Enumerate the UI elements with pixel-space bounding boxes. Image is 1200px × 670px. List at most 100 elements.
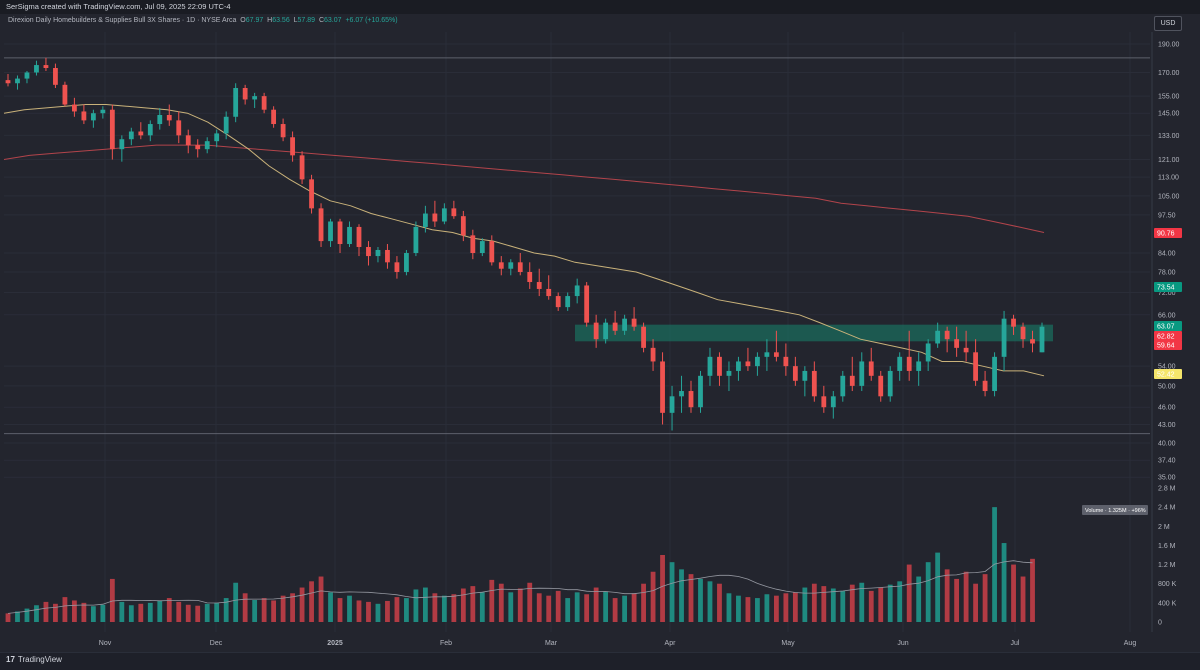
- volume-bar: [318, 576, 324, 622]
- tradingview-logo[interactable]: 17 TradingView: [6, 655, 62, 664]
- volume-bar: [717, 583, 722, 622]
- price-tag-box: [1154, 228, 1182, 238]
- volume-bar: [498, 583, 504, 622]
- volume-bar: [479, 592, 485, 622]
- volume-bar: [470, 586, 476, 622]
- candle-body: [1020, 326, 1026, 340]
- volume-bar: [1001, 543, 1007, 622]
- volume-bar: [299, 587, 305, 622]
- volume-bar: [157, 600, 163, 622]
- volume-bar: [736, 595, 741, 622]
- volume-bar: [688, 574, 694, 622]
- candle-body: [868, 361, 874, 376]
- volume-bar: [233, 582, 239, 622]
- volume-bar: [517, 588, 523, 622]
- candle-body: [792, 366, 798, 381]
- volume-bar: [603, 591, 609, 622]
- candle-body: [128, 131, 134, 140]
- symbol-legend: Direxion Daily Homebuilders & Supplies B…: [8, 17, 398, 24]
- volume-bar: [109, 578, 115, 622]
- price-tick-label: 43.00: [1158, 422, 1176, 429]
- volume-tick-label: 2.4 M: [1158, 505, 1176, 512]
- volume-axis: 2.8 M 2.4 M 2 M 1.6 M 1.2 M 800 K 400 K 0: [1158, 486, 1177, 627]
- candle-body: [223, 116, 229, 134]
- volume-bar: [830, 588, 836, 622]
- volume-bar: [242, 593, 248, 622]
- volume-bar: [669, 562, 675, 622]
- candle-body: [973, 352, 978, 381]
- price-tick-label: 72.00: [1158, 290, 1176, 297]
- candle-body: [280, 124, 286, 138]
- volume-bar: [24, 608, 30, 622]
- time-tick-label: Dec: [210, 640, 223, 647]
- candle-body: [470, 235, 476, 254]
- volume-bar: [755, 598, 760, 622]
- candle-body: [451, 208, 457, 217]
- volume-bar: [432, 593, 438, 622]
- price-axis[interactable]: 190.00 170.00 155.00 145.00 133.00 121.00 113.…: [1151, 32, 1180, 632]
- price-tag-label: 63.07: [1157, 324, 1175, 331]
- candle-body: [1011, 318, 1016, 327]
- open-value: 67.97: [245, 17, 264, 24]
- price-tags: 90.76 73.54 63.07 62.82 59.64 52.42 Volume · 1…: [1082, 228, 1182, 515]
- candle-body: [185, 135, 191, 146]
- volume-bar: [546, 595, 552, 622]
- volume-bar: [119, 601, 125, 622]
- candle-body: [745, 361, 751, 367]
- candle-body: [982, 380, 988, 392]
- volume-bar: [337, 598, 343, 622]
- volume-bar: [944, 569, 950, 622]
- tradingview-logo-text: TradingView: [17, 655, 62, 664]
- volume-bar: [489, 579, 495, 622]
- candle-body: [53, 68, 58, 85]
- symbol-title: Direxion Daily Homebuilders & Supplies B…: [8, 17, 237, 24]
- time-tick-label: Aug: [1124, 640, 1137, 647]
- volume-bar: [413, 589, 419, 622]
- price-tag-label: 52.42: [1157, 372, 1175, 379]
- price-tag-box: [1154, 340, 1182, 350]
- price-tag-label: 90.76: [1157, 231, 1175, 238]
- attribution-bar: SerSigma created with TradingView.com, J…: [0, 0, 1200, 14]
- volume-bar: [204, 603, 210, 622]
- candle-body: [717, 356, 722, 376]
- candle-body: [593, 322, 599, 340]
- candle-body: [271, 109, 277, 125]
- candle-body: [631, 318, 637, 327]
- volume-bar: [707, 581, 713, 622]
- candle-body: [840, 375, 846, 397]
- high-label: H: [267, 17, 273, 24]
- volume-bar: [631, 593, 637, 622]
- candle-body: [347, 226, 352, 245]
- time-tick-label: Jun: [897, 640, 908, 647]
- candle-body: [290, 137, 295, 156]
- volume-bar: [963, 571, 969, 622]
- volume-tick-label: 1.6 M: [1158, 543, 1176, 550]
- footer-bar: [0, 652, 1200, 670]
- volume-bar: [252, 599, 258, 622]
- candle-body: [242, 88, 248, 100]
- volume-bar: [698, 578, 703, 622]
- low-value: 57.89: [297, 17, 316, 24]
- candle-body: [385, 249, 390, 263]
- candle-body: [24, 72, 30, 79]
- volume-bar: [821, 586, 827, 622]
- price-tick-label: 97.50: [1158, 212, 1176, 219]
- volume-bar: [347, 595, 352, 622]
- candle-body: [214, 133, 220, 142]
- horizontal-levels: [4, 57, 1150, 435]
- candle-body: [669, 396, 675, 413]
- candle-body: [916, 361, 922, 371]
- volume-bar: [34, 605, 39, 622]
- price-tick-label: 66.00: [1158, 312, 1176, 319]
- candle-body: [508, 262, 514, 269]
- candle-body: [878, 375, 884, 397]
- volume-bar: [1030, 558, 1035, 622]
- price-tag-label: 62.82: [1157, 334, 1175, 341]
- candle-body: [157, 114, 163, 125]
- price-tick-label: 37.40: [1158, 458, 1176, 465]
- time-axis[interactable]: Nov Dec 2025 Feb Mar Apr May Jun Jul Aug: [99, 640, 1137, 647]
- currency-button[interactable]: USD: [1154, 16, 1182, 31]
- candle-body: [138, 131, 144, 136]
- price-tag-box: [1154, 331, 1182, 341]
